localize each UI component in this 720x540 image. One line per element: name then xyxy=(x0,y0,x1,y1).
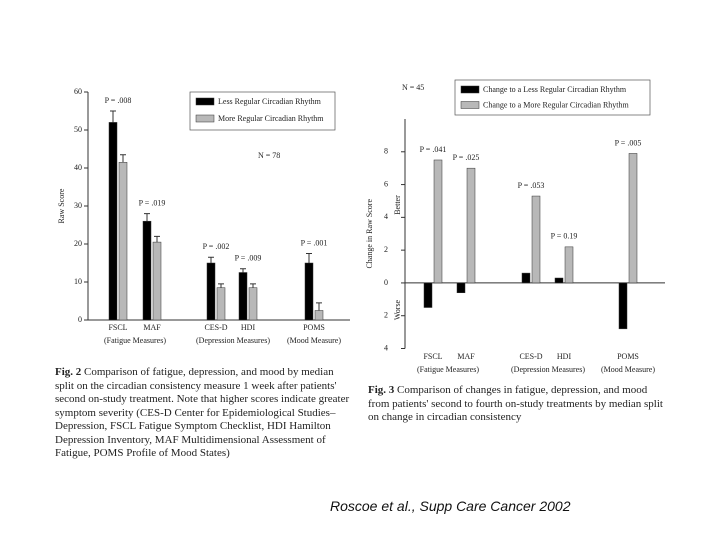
y-tick-label: 0 xyxy=(78,315,82,324)
p-value-label: P = .009 xyxy=(235,254,262,263)
bar xyxy=(531,195,541,284)
bar xyxy=(466,167,476,284)
x-tick-label: FSCL xyxy=(423,352,442,361)
p-value-label: P = .002 xyxy=(203,242,230,251)
legend-swatch xyxy=(195,97,215,106)
x-tick-label: CES-D xyxy=(204,323,227,332)
x-tick-label: MAF xyxy=(457,352,475,361)
p-value-label: P = .008 xyxy=(105,96,132,105)
bar xyxy=(206,262,216,321)
group-label: (Fatigue Measures) xyxy=(417,365,479,374)
x-tick-label: POMS xyxy=(303,323,325,332)
error-bar xyxy=(250,283,256,288)
p-value-label: P = .005 xyxy=(615,138,642,147)
error-bar xyxy=(218,283,224,288)
bar xyxy=(304,262,314,321)
legend-swatch xyxy=(195,114,215,123)
worse-label: Worse xyxy=(393,299,402,320)
caption-text: Comparison of changes in fatigue, depres… xyxy=(368,384,663,423)
p-value-label: P = .053 xyxy=(518,181,545,190)
error-bar xyxy=(110,110,116,123)
y-tick-label: 50 xyxy=(74,125,82,134)
group-label: (Mood Measure) xyxy=(601,365,655,374)
y-tick-label: 2 xyxy=(384,311,388,320)
error-bar xyxy=(120,154,126,163)
bar xyxy=(108,122,118,321)
p-value-label: P = .001 xyxy=(301,238,328,247)
x-tick-label: HDI xyxy=(557,352,572,361)
error-bar xyxy=(154,235,160,243)
bar xyxy=(248,287,258,321)
bar xyxy=(433,159,443,284)
bar xyxy=(152,241,162,321)
caption: Fig. 3 Comparison of changes in fatigue,… xyxy=(368,384,668,425)
bar xyxy=(142,220,152,321)
annotation: N = 78 xyxy=(258,151,280,160)
legend-label: Less Regular Circadian Rhythm xyxy=(218,97,322,106)
error-bar xyxy=(208,256,214,263)
group-label: (Depression Measures) xyxy=(511,365,585,374)
y-tick-label: 30 xyxy=(74,201,82,210)
bar xyxy=(554,277,564,284)
x-tick-label: MAF xyxy=(143,323,161,332)
x-tick-label: POMS xyxy=(617,352,639,361)
caption: Fig. 2 Comparison of fatigue, depression… xyxy=(55,366,355,461)
group-label: (Depression Measures) xyxy=(196,336,270,345)
y-tick-label: 40 xyxy=(74,163,82,172)
legend-swatch xyxy=(460,85,480,94)
bar xyxy=(314,310,324,321)
bar xyxy=(628,153,638,284)
error-bar xyxy=(316,302,322,311)
error-bar xyxy=(144,213,150,222)
error-bar xyxy=(240,268,246,273)
caption-label: Fig. 3 xyxy=(368,384,395,396)
bar xyxy=(564,246,574,284)
bar xyxy=(423,282,433,308)
legend-label: Change to a Less Regular Circadian Rhyth… xyxy=(483,85,627,94)
x-tick-label: FSCL xyxy=(108,323,127,332)
caption-label: Fig. 2 xyxy=(55,366,82,378)
p-value-label: P = 0.19 xyxy=(551,232,578,241)
y-axis-label: Change in Raw Score xyxy=(365,199,374,269)
y-tick-label: 4 xyxy=(384,343,388,352)
y-tick-label: 0 xyxy=(384,278,388,287)
bar xyxy=(618,282,628,330)
group-label: (Mood Measure) xyxy=(287,336,341,345)
y-tick-label: 8 xyxy=(384,147,388,156)
legend-label: Change to a More Regular Circadian Rhyth… xyxy=(483,100,630,109)
y-axis-label: Raw Score xyxy=(57,188,66,223)
caption-text: Comparison of fatigue, depression, and m… xyxy=(55,366,350,459)
bar xyxy=(521,272,531,284)
bar xyxy=(216,287,226,321)
error-bar xyxy=(306,253,312,263)
p-value-label: P = .019 xyxy=(139,198,166,207)
y-tick-label: 60 xyxy=(74,87,82,96)
citation: Roscoe et al., Supp Care Cancer 2002 xyxy=(330,498,571,514)
y-tick-label: 10 xyxy=(74,277,82,286)
y-tick-label: 6 xyxy=(384,179,388,188)
group-label: (Fatigue Measures) xyxy=(104,336,166,345)
x-tick-label: HDI xyxy=(241,323,256,332)
bar xyxy=(238,272,248,321)
bar xyxy=(118,162,128,321)
annotation: N = 45 xyxy=(402,83,424,92)
better-label: Better xyxy=(393,195,402,215)
legend-swatch xyxy=(460,101,480,109)
bar xyxy=(456,282,466,294)
p-value-label: P = .041 xyxy=(420,145,447,154)
y-tick-label: 20 xyxy=(74,239,82,248)
x-tick-label: CES-D xyxy=(519,352,542,361)
legend-box xyxy=(454,79,651,116)
p-value-label: P = .025 xyxy=(453,153,480,162)
legend-label: More Regular Circadian Rhythm xyxy=(218,114,324,123)
y-tick-label: 4 xyxy=(384,212,388,221)
y-tick-label: 2 xyxy=(384,245,388,254)
